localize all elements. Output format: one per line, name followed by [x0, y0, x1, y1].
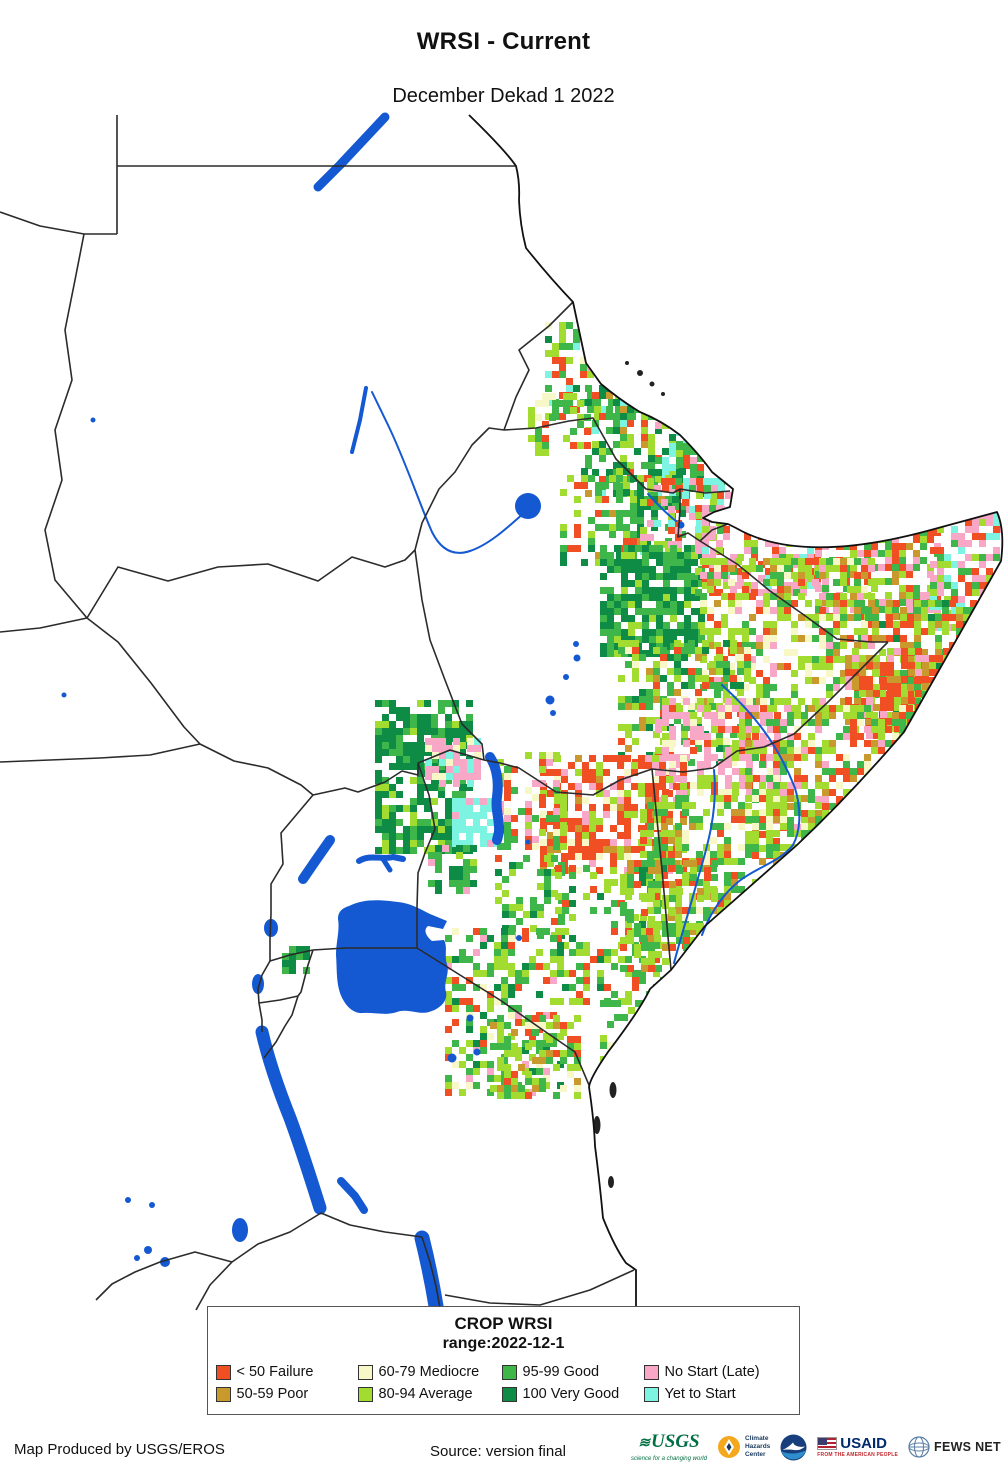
legend-swatch-poor — [215, 1386, 231, 1402]
legend-swatch-average — [357, 1386, 373, 1402]
legend-item-poor: 50-59 Poor — [215, 1383, 358, 1405]
chc-logo: Climate Hazards Center — [717, 1435, 770, 1459]
lake-turkana — [485, 752, 505, 845]
chc-line3: Center — [744, 1450, 766, 1458]
legend-label-nostart: No Start (Late) — [664, 1364, 760, 1380]
legend-swatch-good — [501, 1364, 517, 1380]
lake-victoria — [336, 900, 448, 1014]
usaid-tagline: FROM THE AMERICAN PEOPLE — [817, 1452, 899, 1458]
legend-item-average: 80-94 Average — [357, 1383, 502, 1405]
juba-river — [673, 769, 716, 964]
legend-swatch-mediocre — [357, 1364, 373, 1380]
map-subtitle: December Dekad 1 2022 — [392, 85, 615, 107]
legend-label-failure: < 50 Failure — [236, 1364, 314, 1380]
usgs-tagline: science for a changing world — [630, 1456, 707, 1462]
source-text: Source: version final — [430, 1443, 566, 1460]
lake-tana — [515, 493, 541, 519]
usgs-logo-text: USGS — [651, 1431, 700, 1452]
legend-item-verygood: 100 Very Good — [501, 1383, 644, 1405]
chc-line1: Climate — [744, 1435, 769, 1443]
fewsnet-logo-text: FEWS NET — [934, 1440, 1001, 1454]
shabelle-river — [701, 684, 801, 936]
lake-mweru — [232, 1218, 248, 1242]
lake-malawi — [414, 1230, 444, 1314]
zanzibar-island — [593, 1116, 601, 1134]
legend-range-label: range:2022-12-1 — [442, 1335, 565, 1352]
noaa-logo — [780, 1434, 807, 1461]
chc-line2: Hazards — [744, 1443, 771, 1451]
legend-item-nostart: No Start (Late) — [643, 1361, 792, 1383]
produced-by-text: Map Produced by USGS/EROS — [14, 1441, 225, 1458]
lake-rukwa — [337, 1177, 368, 1214]
legend-box: CROP WRSI range:2022-12-1 < 50 Failure 50… — [207, 1306, 800, 1415]
lakes-layer — [61, 417, 685, 1267]
legend-label-yetstart: Yet to Start — [664, 1386, 736, 1402]
legend-swatch-yetstart — [643, 1386, 659, 1402]
lake-tanganyika — [255, 1025, 327, 1215]
legend-swatch-verygood — [501, 1386, 517, 1402]
white-nile — [350, 386, 368, 454]
legend-item-failure: < 50 Failure — [215, 1361, 358, 1383]
noaa-emblem-icon — [780, 1434, 807, 1460]
blue-nile — [371, 391, 526, 554]
lake-kyoga — [356, 854, 406, 864]
usgs-wave-icon: ≋ — [638, 1436, 651, 1451]
legend-swatch-failure — [215, 1364, 231, 1380]
legend-swatch-nostart — [643, 1364, 659, 1380]
legend-item-good: 95-99 Good — [501, 1361, 644, 1383]
awash-river — [647, 493, 677, 522]
lake-nasser — [313, 112, 390, 192]
legend-title: CROP WRSI — [454, 1314, 553, 1333]
legend-grid: < 50 Failure 50-59 Poor 60-79 Mediocre 80-9… — [208, 1361, 799, 1405]
legend-label-verygood: 100 Very Good — [522, 1386, 620, 1402]
lake-kyoga-arm — [380, 856, 393, 873]
coastline — [468, 114, 1004, 1312]
usaid-flag-icon — [817, 1437, 838, 1450]
legend-label-mediocre: 60-79 Mediocre — [378, 1364, 480, 1380]
legend-item-yetstart: Yet to Start — [643, 1383, 792, 1405]
fewsnet-logo: FEWS NET — [908, 1436, 1001, 1458]
legend-label-average: 80-94 Average — [378, 1386, 473, 1402]
fewsnet-globe-icon — [908, 1436, 930, 1458]
lake-albert — [298, 835, 335, 884]
logo-strip: ≋USGS science for a changing world Clima… — [631, 1430, 1001, 1464]
legend-item-mediocre: 60-79 Mediocre — [357, 1361, 502, 1383]
legend-label-good: 95-99 Good — [522, 1364, 600, 1380]
pemba-island — [609, 1082, 617, 1098]
mafia-island — [608, 1176, 614, 1188]
map-title: WRSI - Current — [416, 28, 591, 55]
legend-label-poor: 50-59 Poor — [236, 1386, 309, 1402]
islands-layer — [593, 361, 665, 1188]
country-borders-layer — [0, 115, 889, 1311]
usaid-logo: USAID FROM THE AMERICAN PEOPLE — [817, 1436, 898, 1458]
chc-shield-icon — [717, 1436, 740, 1458]
usgs-logo: ≋USGS science for a changing world — [631, 1432, 707, 1462]
usaid-logo-text: USAID — [840, 1435, 887, 1452]
